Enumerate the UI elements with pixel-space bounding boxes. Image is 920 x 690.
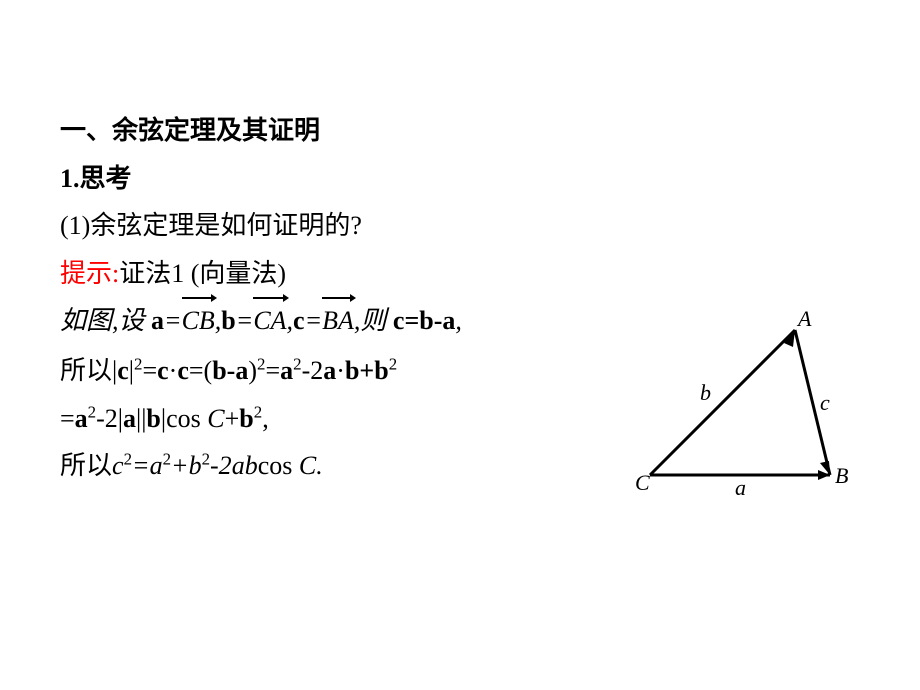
eq2-cos: |cos — [161, 404, 207, 433]
eq1-lhs: |c| — [112, 356, 134, 385]
eq2-b: b — [146, 404, 160, 433]
final-C: C. — [299, 451, 323, 480]
final-b: b — [189, 451, 202, 480]
label-A: A — [796, 310, 812, 331]
eq2-start: =a — [60, 404, 88, 433]
setup-suffix: ,则 — [354, 306, 393, 335]
sup-2: 2 — [163, 450, 171, 469]
vec-cb: CB — [182, 300, 215, 342]
comma: , — [455, 306, 462, 335]
dot: · — [336, 356, 345, 385]
so-text: 所以 — [60, 356, 112, 385]
label-C: C — [635, 470, 650, 495]
eq2-a: a — [123, 404, 136, 433]
eq2-bar: || — [136, 404, 146, 433]
eq1-a2: =a — [265, 356, 293, 385]
hint-label: 提示: — [60, 259, 119, 288]
setup-result: c=b-a — [393, 306, 455, 335]
eq2-plus: + — [225, 404, 240, 433]
edge-b — [650, 330, 795, 475]
final-a: a — [150, 451, 163, 480]
proof-method: 证法1 (向量法) — [119, 259, 286, 288]
vec-c: c — [293, 306, 305, 335]
sup-2: 2 — [389, 354, 397, 373]
final-ab: ab — [232, 451, 258, 480]
sup-2: 2 — [124, 450, 132, 469]
setup-line: 如图,设 a=CB,b=CA,c=BA,则 c=b-a, — [60, 300, 600, 342]
vec-ca: CA — [253, 300, 286, 342]
final-so: 所以 — [60, 451, 112, 480]
eq2-b2: b — [239, 404, 253, 433]
eq1-ab: a — [323, 356, 336, 385]
question-text: (1)余弦定理是如何证明的? — [60, 205, 860, 247]
label-c: c — [820, 390, 830, 415]
vec-ba: BA — [322, 300, 354, 342]
sup-2: 2 — [254, 402, 262, 421]
eq-line-final: 所以c2=a2+b2-2abcos C. — [60, 445, 600, 487]
eq2-minus: -2| — [96, 404, 123, 433]
eq-line-2: =a2-2|a||b|cos C+b2, — [60, 398, 600, 440]
sup-2: 2 — [202, 450, 210, 469]
sup-2: 2 — [88, 402, 96, 421]
comma: , — [262, 404, 269, 433]
setup-prefix: 如图,设 — [60, 306, 151, 335]
label-b: b — [700, 380, 711, 405]
label-B: B — [835, 463, 848, 488]
final-plus: + — [171, 451, 189, 480]
triangle-figure: A B C a b c — [630, 310, 860, 500]
vec-b: b — [221, 306, 235, 335]
eq-sign: = — [305, 306, 323, 335]
section-heading: 一、余弦定理及其证明 — [60, 110, 860, 152]
eq-sign: = — [236, 306, 254, 335]
eq1-b: b+b — [345, 356, 389, 385]
sup-2: 2 — [293, 354, 301, 373]
label-a: a — [735, 475, 746, 500]
eq1-mid: =c·c=(b-a) — [142, 356, 257, 385]
eq-sign: = — [164, 306, 182, 335]
eq-line-1: 所以|c|2=c·c=(b-a)2=a2-2a·b+b2 — [60, 350, 600, 392]
final-minus: -2 — [210, 451, 232, 480]
eq1-minus: -2 — [302, 356, 324, 385]
final-eq: = — [132, 451, 150, 480]
sub-heading: 1.思考 — [60, 158, 860, 200]
final-cos: cos — [258, 451, 299, 480]
final-c: c — [112, 451, 124, 480]
vec-a: a — [151, 306, 164, 335]
eq2-C: C — [207, 404, 224, 433]
hint-line: 提示:证法1 (向量法) — [60, 253, 860, 295]
